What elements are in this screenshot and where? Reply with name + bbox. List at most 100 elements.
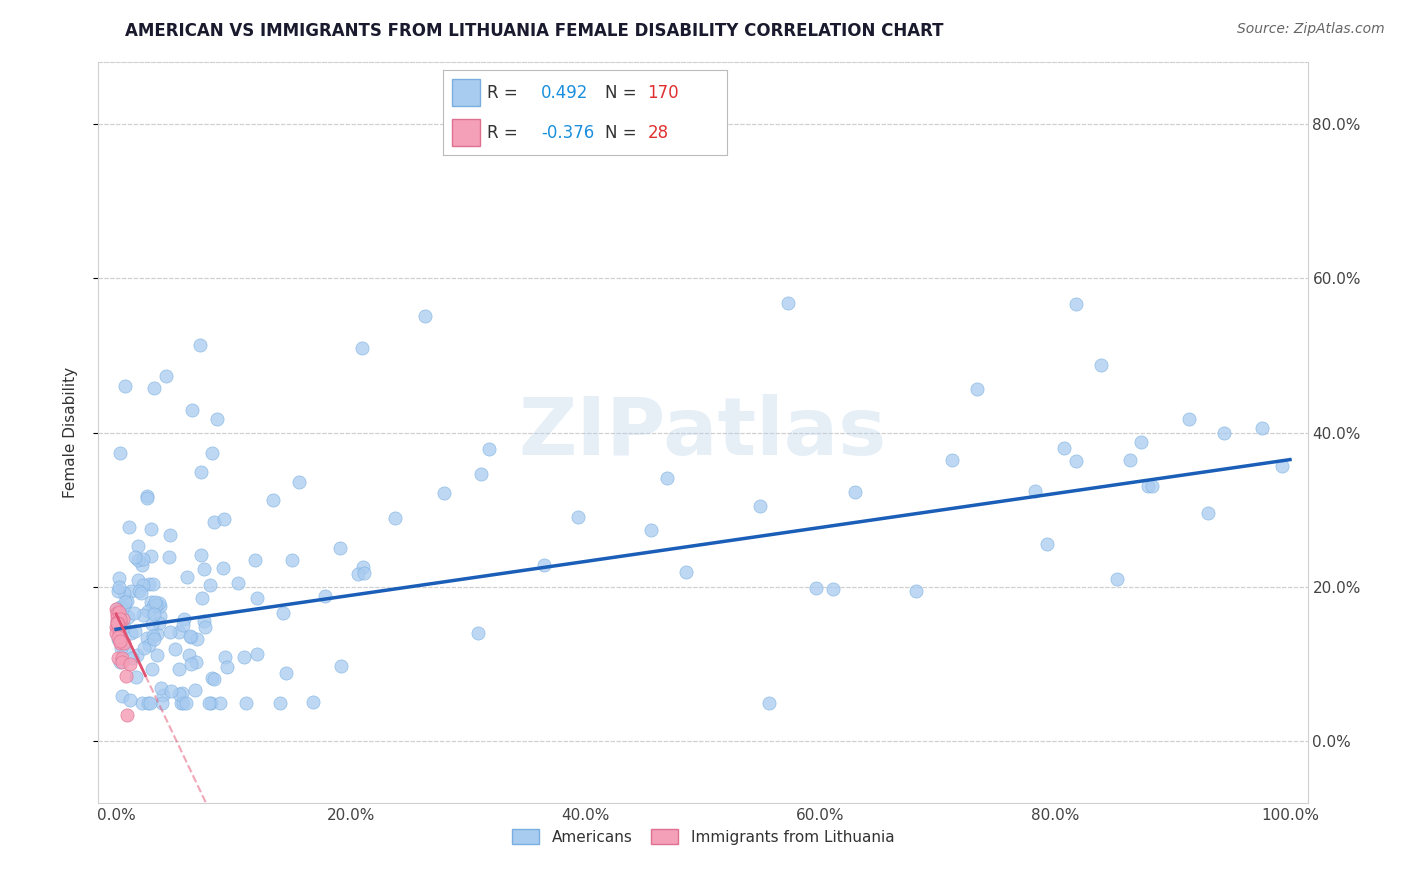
Point (127, 539, 149, 553)
Y-axis label: Female Disability: Female Disability (63, 367, 77, 499)
Point (167, 687, 190, 701)
Point (246, 647, 269, 661)
Point (117, 610, 139, 624)
Point (124, 624, 146, 639)
Point (191, 591, 214, 605)
Point (141, 577, 163, 591)
Point (112, 635, 135, 649)
Point (157, 549, 180, 564)
Point (105, 607, 128, 622)
Point (188, 338, 211, 352)
Point (170, 685, 193, 699)
Point (120, 626, 142, 640)
Point (112, 620, 135, 634)
Point (112, 599, 135, 614)
Point (269, 696, 291, 710)
Point (160, 684, 183, 698)
Point (413, 309, 436, 323)
Point (136, 489, 159, 503)
Point (180, 630, 202, 644)
Point (138, 577, 160, 591)
Point (347, 567, 370, 582)
Point (115, 707, 138, 722)
Point (478, 442, 501, 456)
Point (142, 381, 165, 395)
Point (107, 615, 129, 630)
Point (384, 511, 406, 525)
Point (105, 611, 128, 625)
Point (121, 651, 143, 665)
Point (1197, 506, 1219, 520)
Point (146, 627, 169, 641)
Point (142, 599, 165, 613)
Point (110, 640, 132, 655)
Point (136, 696, 159, 710)
Point (205, 412, 228, 426)
Point (129, 585, 152, 599)
Point (655, 471, 678, 485)
Point (112, 642, 135, 657)
Point (107, 632, 129, 647)
Point (105, 601, 128, 615)
Point (105, 626, 128, 640)
Point (115, 669, 138, 683)
Point (110, 599, 132, 614)
Point (155, 368, 177, 383)
Point (165, 641, 187, 656)
Point (1212, 425, 1234, 440)
Point (179, 629, 201, 643)
Point (150, 681, 173, 695)
Point (640, 523, 662, 537)
Point (111, 690, 134, 704)
Point (111, 650, 134, 665)
Point (134, 641, 156, 656)
Point (201, 446, 224, 460)
Point (115, 594, 138, 608)
Point (1064, 454, 1087, 468)
Point (201, 671, 224, 685)
Point (215, 660, 238, 674)
Point (1142, 479, 1164, 493)
Point (125, 670, 148, 684)
Point (776, 295, 799, 310)
Point (181, 403, 204, 417)
Point (174, 696, 197, 710)
Point (105, 606, 128, 620)
Point (138, 638, 160, 652)
Point (145, 598, 167, 612)
Point (141, 523, 163, 537)
Point (271, 606, 294, 620)
Point (114, 379, 136, 393)
Point (108, 633, 131, 648)
Legend: Americans, Immigrants from Lithuania: Americans, Immigrants from Lithuania (506, 822, 900, 851)
Point (433, 486, 456, 500)
Point (352, 560, 374, 574)
Point (1090, 358, 1112, 372)
Point (214, 650, 236, 665)
Point (132, 578, 155, 592)
Point (1064, 297, 1087, 311)
Point (1052, 442, 1074, 456)
Point (177, 648, 200, 662)
Point (804, 581, 827, 595)
Point (167, 624, 190, 639)
Point (470, 467, 492, 482)
Point (314, 590, 336, 604)
Point (198, 696, 221, 710)
Point (1136, 479, 1159, 493)
Point (105, 621, 128, 635)
Point (148, 615, 170, 630)
Point (211, 560, 233, 574)
Point (193, 615, 215, 629)
Point (132, 552, 155, 566)
Point (120, 583, 142, 598)
Point (127, 552, 149, 566)
Point (1251, 421, 1274, 435)
Point (675, 565, 697, 579)
Point (243, 553, 266, 567)
Point (108, 446, 131, 460)
Point (212, 512, 235, 526)
Point (136, 604, 159, 618)
Point (141, 594, 163, 608)
Point (111, 655, 134, 669)
